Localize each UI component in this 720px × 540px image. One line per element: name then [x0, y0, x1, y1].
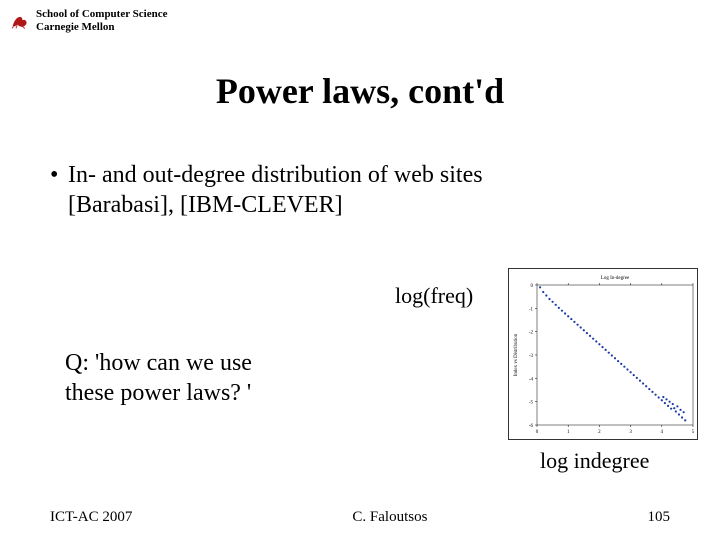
- header-line1: School of Computer Science: [36, 8, 167, 21]
- question-line2: these power laws? ': [65, 378, 345, 408]
- svg-text:0: 0: [531, 284, 534, 289]
- svg-text:0: 0: [536, 430, 539, 435]
- footer-left: ICT-AC 2007: [50, 509, 132, 526]
- svg-text:-1: -1: [529, 307, 534, 312]
- question-line1: Q: 'how can we use: [65, 348, 345, 378]
- cmu-logo-icon: [10, 12, 30, 30]
- svg-text:4: 4: [661, 430, 664, 435]
- header-line2: Carnegie Mellon: [36, 21, 167, 34]
- svg-text:Index vs Distribution: Index vs Distribution: [514, 333, 519, 376]
- axis-label-logindegree: log indegree: [540, 448, 649, 474]
- slide-footer: ICT-AC 2007 C. Faloutsos 105: [50, 509, 670, 526]
- footer-right: 105: [647, 509, 670, 526]
- svg-text:5: 5: [692, 430, 695, 435]
- svg-text:-2: -2: [529, 331, 534, 336]
- slide-header: School of Computer Science Carnegie Mell…: [10, 8, 167, 33]
- header-text: School of Computer Science Carnegie Mell…: [36, 8, 167, 33]
- svg-text:2: 2: [598, 430, 601, 435]
- slide-title: Power laws, cont'd: [0, 70, 720, 112]
- bullet-point: •In- and out-degree distribution of web …: [50, 160, 680, 220]
- svg-text:-6: -6: [529, 424, 534, 429]
- svg-text:1: 1: [567, 430, 570, 435]
- axis-label-logfreq: log(freq): [395, 283, 473, 309]
- svg-text:-5: -5: [529, 401, 534, 406]
- svg-text:3: 3: [629, 430, 632, 435]
- footer-center: C. Faloutsos: [352, 509, 427, 526]
- svg-text:Log In-degree: Log In-degree: [601, 276, 630, 281]
- svg-text:-3: -3: [529, 354, 534, 359]
- svg-text:-4: -4: [529, 377, 534, 382]
- bullet-line1: •In- and out-degree distribution of web …: [50, 160, 680, 190]
- question-text: Q: 'how can we use these power laws? ': [65, 348, 345, 408]
- bullet-line2: [Barabasi], [IBM-CLEVER]: [50, 190, 680, 220]
- scatter-chart: 0 1 2 3 4 5 -6 -5 -4 -3 -2 -1 0 Log In-degree Index vs…: [508, 268, 698, 440]
